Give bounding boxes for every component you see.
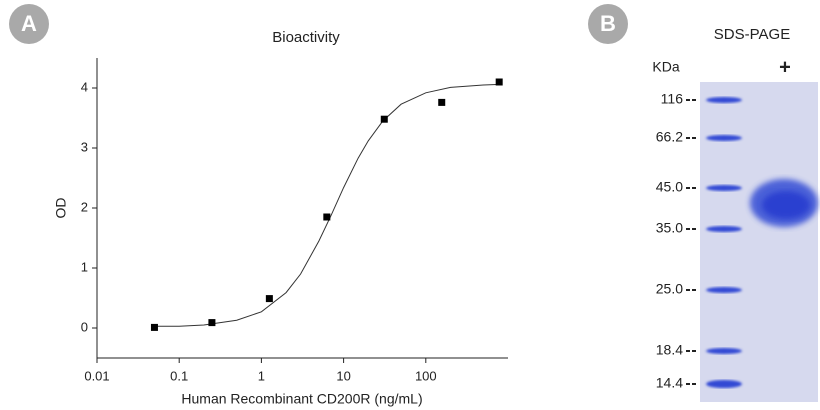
ladder-band — [706, 348, 742, 354]
data-point — [266, 295, 273, 302]
marker-label: 35.0 — [656, 220, 683, 236]
figure: A B Bioactivity Human Recombinant CD200R… — [0, 0, 820, 410]
gel-panel: SDS-PAGE KDa + 116 66.2 45.0 35.0 25.0 18.4 14… — [652, 26, 818, 402]
chart-title: Bioactivity — [272, 29, 340, 46]
data-point — [151, 324, 158, 331]
x-tick-label: 10 — [336, 368, 350, 383]
y-axis-label: OD — [53, 198, 69, 219]
panel-label: A — [21, 11, 37, 36]
x-axis-label: Human Recombinant CD200R (ng/mL) — [181, 391, 422, 407]
data-point — [496, 79, 503, 86]
ladder-band — [706, 226, 742, 232]
ladder-band — [706, 185, 742, 191]
y-tick-label: 0 — [81, 319, 88, 334]
lane-label: + — [779, 56, 791, 78]
ladder-band — [706, 97, 742, 103]
data-point — [438, 99, 445, 106]
y-tick-label: 2 — [81, 199, 88, 214]
x-tick-label: 1 — [258, 368, 265, 383]
ladder-band — [706, 135, 742, 141]
marker-label: 116 — [661, 91, 684, 107]
x-tick-label: 0.01 — [84, 368, 109, 383]
marker-label: 25.0 — [656, 281, 683, 297]
data-point — [323, 214, 330, 221]
ladder-band — [706, 287, 742, 293]
x-tick-label: 0.1 — [170, 368, 188, 383]
gel-unit: KDa — [652, 59, 679, 75]
page: A B Bioactivity Human Recombinant CD200R… — [0, 0, 820, 410]
sample-band-core — [762, 191, 810, 219]
panel-label: B — [600, 11, 616, 36]
x-tick-label: 100 — [415, 368, 437, 383]
marker-label: 45.0 — [656, 179, 683, 195]
gel-background — [700, 82, 818, 402]
y-tick-label: 4 — [81, 79, 88, 94]
y-tick-label: 3 — [81, 139, 88, 154]
y-tick-label: 1 — [81, 259, 88, 274]
marker-label: 14.4 — [656, 375, 683, 391]
gel-title: SDS-PAGE — [714, 26, 790, 43]
data-point — [208, 319, 215, 326]
marker-label: 18.4 — [656, 342, 683, 358]
ladder-band — [706, 380, 742, 388]
fit-curve — [155, 84, 501, 326]
data-point — [381, 116, 388, 123]
marker-label: 66.2 — [656, 129, 683, 145]
